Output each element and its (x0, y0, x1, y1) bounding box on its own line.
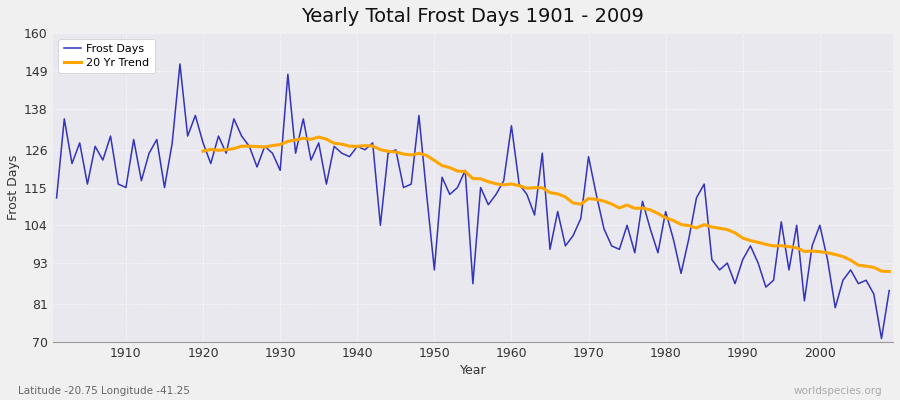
Frost Days (175, 62, 185, 66)
Frost Days (51, 196, 62, 200)
20 Yr Trend (884, 269, 895, 274)
Text: worldspecies.org: worldspecies.org (794, 386, 882, 396)
20 Yr Trend (413, 151, 424, 156)
Y-axis label: Frost Days: Frost Days (7, 155, 20, 220)
Frost Days (514, 182, 525, 186)
20 Yr Trend (290, 138, 301, 142)
Frost Days (607, 244, 617, 248)
Line: Frost Days: Frost Days (57, 64, 889, 338)
Frost Days (337, 151, 347, 156)
20 Yr Trend (313, 135, 324, 140)
Legend: Frost Days, 20 Yr Trend: Frost Days, 20 Yr Trend (58, 39, 155, 73)
Frost Days (290, 151, 301, 156)
Frost Days (884, 288, 895, 293)
20 Yr Trend (683, 223, 694, 228)
X-axis label: Year: Year (460, 364, 486, 377)
20 Yr Trend (776, 243, 787, 248)
20 Yr Trend (198, 149, 209, 154)
Frost Days (112, 182, 123, 186)
20 Yr Trend (860, 264, 871, 268)
Frost Days (506, 123, 517, 128)
20 Yr Trend (791, 245, 802, 250)
Line: 20 Yr Trend: 20 Yr Trend (203, 137, 889, 272)
Frost Days (876, 336, 886, 341)
Title: Yearly Total Frost Days 1901 - 2009: Yearly Total Frost Days 1901 - 2009 (302, 7, 644, 26)
Text: Latitude -20.75 Longitude -41.25: Latitude -20.75 Longitude -41.25 (18, 386, 190, 396)
